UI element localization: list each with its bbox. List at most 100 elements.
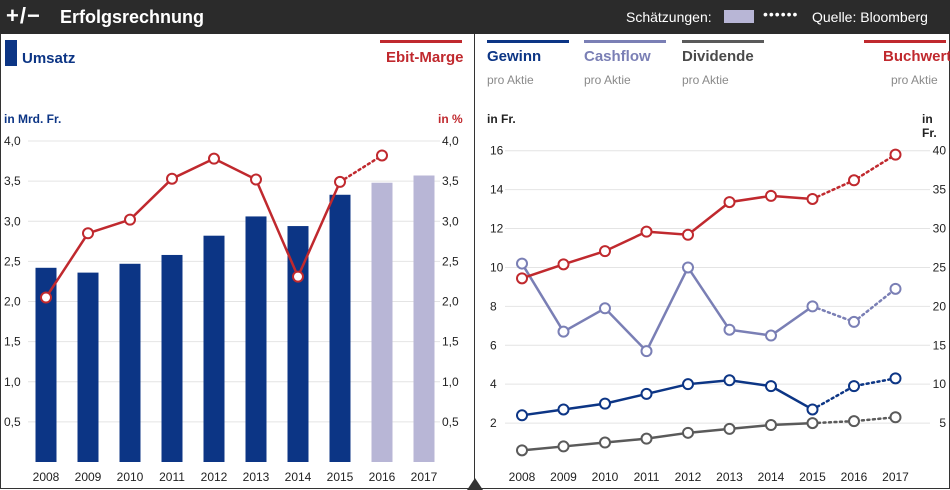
legend-umsatz-swatch <box>5 40 17 66</box>
legend-cashflow-sub: pro Aktie <box>584 73 631 87</box>
buchwert-line <box>521 194 813 280</box>
dividende-point-2013 <box>723 422 736 435</box>
right-y2-tick-label: 25 <box>933 260 947 274</box>
legend-dividende-line <box>682 40 764 43</box>
left-x-tick-label: 2017 <box>411 470 438 484</box>
legend-buchwert-sub: pro Aktie <box>891 73 938 87</box>
legend-gewinn-label: Gewinn <box>487 48 542 65</box>
legend-cashflow-line <box>584 40 666 43</box>
divider-notch <box>467 478 483 490</box>
ebit-point-2011 <box>166 172 178 185</box>
cashflow-point-2010 <box>599 302 611 315</box>
left-y-tick-label: 0,5 <box>4 415 21 429</box>
dividende-point-2009 <box>557 440 570 453</box>
dividende-point-2008 <box>516 444 528 457</box>
right-y2-tick-label: 30 <box>933 222 947 236</box>
left-y-tick-label: 1,0 <box>4 375 21 389</box>
page-title: Erfolgsrechnung <box>60 7 205 27</box>
estimate-dotted-line-swatch: •••••• <box>763 6 799 22</box>
left-x-tick-label: 2013 <box>243 470 270 484</box>
left-x-tick-label: 2008 <box>33 470 60 484</box>
source-note: Quelle: Bloomberg <box>812 9 928 25</box>
right-y-tick-label: 6 <box>490 338 497 352</box>
right-y-tick-label: 2 <box>490 416 497 430</box>
right-axis2-unit: in Fr. <box>922 112 937 140</box>
gewinn-line <box>521 379 814 417</box>
buchwert-point-2014 <box>765 189 777 202</box>
cashflow-point-2009 <box>557 325 570 338</box>
gewinn-point-2010 <box>599 397 611 410</box>
cashflow-point-2011 <box>640 345 653 358</box>
ebit-point-2010 <box>124 213 136 226</box>
cashflow-point-2013 <box>723 323 736 336</box>
right-axis-unit: in Fr. <box>487 112 516 126</box>
ebit-line-estimate <box>338 154 384 184</box>
buchwert-point-2013 <box>723 196 736 209</box>
cashflow-point-2015 <box>806 300 819 313</box>
left-y2-tick-label: 0,5 <box>442 415 459 429</box>
ebit-point-2008 <box>40 291 52 304</box>
left-y2-tick-label: 2,0 <box>442 295 459 309</box>
umsatz-bar-2008 <box>35 267 57 462</box>
right-y2-tick-label: 20 <box>933 299 947 313</box>
buchwert-point-2011 <box>640 225 653 238</box>
cashflow-point-2008 <box>516 257 528 270</box>
ebit-point-2009 <box>82 227 94 240</box>
left-y-tick-label: 2,0 <box>4 295 21 309</box>
legend-gewinn-line <box>487 40 569 43</box>
umsatz-bar-2015 <box>329 194 351 462</box>
ebit-point-2012 <box>208 152 220 165</box>
plus-minus-logo: +/− <box>6 3 41 28</box>
cashflow-point-2014 <box>765 329 777 342</box>
estimates-label: Schätzungen: <box>626 9 712 25</box>
right-y-tick-label: 10 <box>490 260 504 274</box>
right-x-tick-label: 2017 <box>882 470 909 484</box>
right-y2-tick-label: 10 <box>933 377 947 391</box>
legend-dividende-sub: pro Aktie <box>682 73 729 87</box>
umsatz-bar-2016 <box>371 182 393 463</box>
gewinn-point-2014 <box>765 380 777 393</box>
left-x-tick-label: 2016 <box>369 470 396 484</box>
dividende-point-2010 <box>599 436 611 449</box>
dividende-point-2012 <box>682 426 694 439</box>
legend-ebit-label: Ebit-Marge <box>386 49 464 66</box>
cashflow-point-2017 <box>889 282 902 295</box>
right-x-tick-label: 2014 <box>758 470 785 484</box>
legend-umsatz-label: Umsatz <box>22 50 76 67</box>
right-x-tick-label: 2012 <box>675 470 702 484</box>
umsatz-bar-2012 <box>203 235 225 462</box>
left-y2-tick-label: 1,5 <box>442 335 459 349</box>
left-x-tick-label: 2011 <box>159 470 185 484</box>
right-y-tick-label: 12 <box>490 222 504 236</box>
gewinn-point-2012 <box>682 378 694 391</box>
gewinn-line-estimate <box>811 377 897 411</box>
left-y-tick-label: 4,0 <box>4 134 21 148</box>
legend-cashflow-label: Cashflow <box>584 48 651 65</box>
gewinn-point-2008 <box>516 409 528 422</box>
right-y2-tick-label: 5 <box>939 416 946 430</box>
ebit-point-2014 <box>292 270 304 283</box>
right-x-tick-label: 2011 <box>634 470 660 484</box>
legend-dividende-label: Dividende <box>682 48 754 65</box>
umsatz-bar-2010 <box>119 263 141 462</box>
dividende-line <box>521 421 813 452</box>
left-y-tick-label: 3,0 <box>4 214 21 228</box>
buchwert-point-2012 <box>682 228 694 241</box>
estimate-bar-swatch <box>724 10 754 23</box>
dividende-point-2011 <box>640 432 653 445</box>
right-x-tick-label: 2010 <box>592 470 619 484</box>
left-y2-tick-label: 3,5 <box>442 174 459 188</box>
legend-ebit-line <box>380 40 462 43</box>
buchwert-point-2008 <box>516 272 528 285</box>
right-x-tick-label: 2008 <box>509 470 536 484</box>
dividende-point-2017 <box>889 411 902 424</box>
left-y2-tick-label: 3,0 <box>442 214 459 228</box>
gewinn-point-2015 <box>806 403 819 416</box>
left-y-tick-label: 2,5 <box>4 254 21 268</box>
ebit-point-2015 <box>334 175 346 188</box>
cashflow-point-2016 <box>848 315 860 328</box>
gewinn-point-2009 <box>557 403 570 416</box>
left-y2-tick-label: 2,5 <box>442 254 459 268</box>
